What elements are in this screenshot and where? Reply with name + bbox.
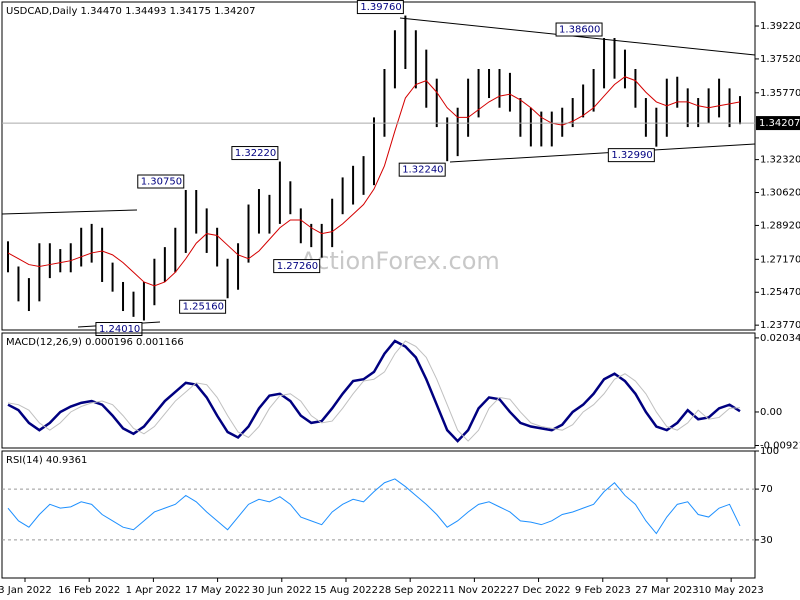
y-tick-label: 1.30620 bbox=[760, 188, 800, 199]
panel-frame bbox=[1, 450, 756, 579]
price-annotation-box bbox=[356, 0, 404, 15]
trendline bbox=[1, 209, 138, 215]
current-price-label: 1.34207 bbox=[759, 118, 800, 129]
price-annotation: 1.30750 bbox=[141, 177, 182, 188]
x-tick-label: 16 Feb 2022 bbox=[58, 585, 120, 596]
panel-title: USDCAD,Daily 1.34470 1.34493 1.34175 1.3… bbox=[6, 6, 256, 17]
x-tick-label: 17 May 2022 bbox=[185, 585, 250, 596]
price-annotation: 1.32240 bbox=[402, 165, 443, 176]
price-annotation-box bbox=[555, 22, 603, 37]
watermark: ActionForex.com bbox=[300, 247, 500, 275]
x-tick-label: 28 Sep 2022 bbox=[378, 585, 441, 596]
x-tick-label: 9 Feb 2023 bbox=[575, 585, 631, 596]
moving-average bbox=[7, 76, 741, 287]
price-annotation: 1.32220 bbox=[235, 148, 276, 159]
x-tick-label: 10 May 2023 bbox=[699, 585, 764, 596]
panel-title: RSI(14) 40.9361 bbox=[6, 455, 87, 466]
y-tick-label: 1.23770 bbox=[760, 320, 800, 331]
price-annotation: 1.39760 bbox=[360, 2, 401, 13]
y-tick-label: 70 bbox=[760, 484, 773, 495]
current-price-box bbox=[756, 116, 800, 131]
x-tick-label: 27 Mar 2023 bbox=[635, 585, 698, 596]
x-tick-label: 11 Nov 2022 bbox=[442, 585, 506, 596]
y-tick-label: 0.020349 bbox=[760, 333, 800, 344]
y-tick-label: 1.39220 bbox=[760, 21, 800, 32]
y-tick-label: 1.37520 bbox=[760, 54, 800, 65]
panel-title: MACD(12,26,9) 0.000196 0.001166 bbox=[6, 337, 184, 348]
panel-frame bbox=[1, 332, 756, 449]
price-annotation-box bbox=[607, 148, 655, 163]
y-tick-label: 1.25470 bbox=[760, 287, 800, 298]
trendline bbox=[449, 143, 756, 163]
x-tick-label: 15 Aug 2022 bbox=[314, 585, 378, 596]
y-tick-label: 100 bbox=[760, 446, 779, 457]
indicator-line bbox=[7, 339, 741, 443]
x-tick-label: 3 Jan 2022 bbox=[0, 585, 52, 596]
price-annotation: 1.24010 bbox=[99, 324, 140, 335]
price-annotation-box bbox=[273, 259, 321, 274]
y-tick-label: 0.00 bbox=[760, 407, 782, 418]
y-tick-label: 1.28920 bbox=[760, 220, 800, 231]
y-tick-label: 1.27170 bbox=[760, 254, 800, 265]
price-annotation-box bbox=[179, 299, 227, 314]
y-tick-label: 1.32320 bbox=[760, 155, 800, 166]
price-annotation-box bbox=[137, 174, 185, 189]
y-tick-label: -0.009215 bbox=[760, 441, 800, 452]
y-tick-label: 1.35770 bbox=[760, 88, 800, 99]
price-annotation: 1.32990 bbox=[611, 150, 652, 161]
price-annotation: 1.25160 bbox=[183, 302, 224, 313]
x-tick-label: 30 Jun 2022 bbox=[252, 585, 312, 596]
x-tick-label: 1 Apr 2022 bbox=[126, 585, 181, 596]
price-annotation-box bbox=[95, 322, 143, 337]
price-annotation-box bbox=[231, 146, 279, 161]
y-tick-label: 30 bbox=[760, 535, 773, 546]
indicator-line bbox=[7, 478, 741, 535]
indicator-line bbox=[7, 340, 741, 442]
price-annotation: 1.38600 bbox=[559, 25, 600, 36]
x-tick-label: 27 Dec 2022 bbox=[507, 585, 571, 596]
price-annotation: 1.27260 bbox=[277, 261, 318, 272]
price-annotation-box bbox=[398, 162, 446, 177]
